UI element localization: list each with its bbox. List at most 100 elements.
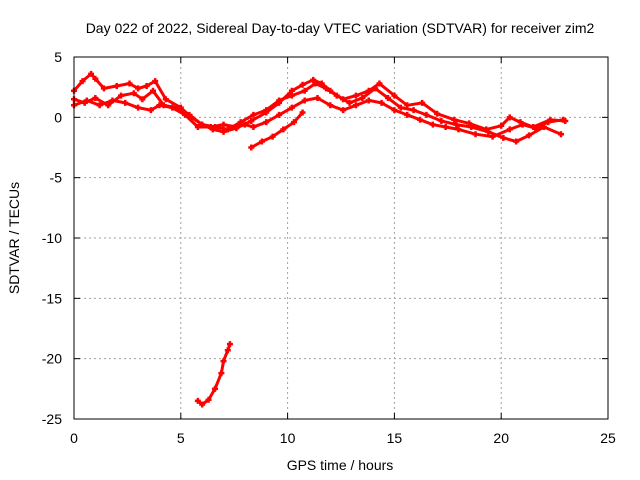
data-point <box>224 126 231 133</box>
data-point <box>250 123 257 130</box>
data-point <box>333 92 340 99</box>
data-point <box>489 133 496 140</box>
chart-title: Day 022 of 2022, Sidereal Day-to-day VTE… <box>86 20 595 36</box>
data-point <box>263 119 270 126</box>
data-point <box>365 97 372 104</box>
data-point <box>519 121 526 128</box>
data-point <box>442 123 449 130</box>
data-point <box>224 347 231 354</box>
data-point <box>310 76 317 83</box>
data-point <box>218 370 225 377</box>
data-point <box>340 107 347 114</box>
y-tick-label: 0 <box>54 109 62 125</box>
data-point <box>485 128 492 135</box>
data-point <box>417 116 424 123</box>
data-point <box>220 358 227 365</box>
data-point <box>301 97 308 104</box>
data-point <box>126 80 133 87</box>
x-tick-label: 15 <box>387 430 403 446</box>
data-point <box>299 109 306 116</box>
data-point <box>391 92 398 99</box>
y-tick-label: 5 <box>54 49 62 65</box>
data-point <box>276 97 283 104</box>
data-point <box>558 131 565 138</box>
data-point <box>376 80 383 87</box>
data-point <box>147 107 154 114</box>
data-point <box>372 85 379 92</box>
data-point <box>79 78 86 85</box>
data-point <box>560 116 567 123</box>
data-point <box>453 121 460 128</box>
data-point <box>404 111 411 118</box>
data-point <box>500 134 507 141</box>
x-tick-label: 25 <box>600 430 616 446</box>
data-point <box>211 385 218 392</box>
data-point <box>269 133 276 140</box>
data-point <box>199 401 206 408</box>
y-tick-label: -5 <box>50 170 63 186</box>
data-point <box>423 111 430 118</box>
x-axis-ticks: 0 5 10 15 20 25 <box>70 57 616 446</box>
data-point <box>113 82 120 89</box>
data-point <box>451 116 458 123</box>
data-point <box>397 104 404 111</box>
data-point <box>404 102 411 109</box>
data-point <box>498 122 505 129</box>
data-point <box>117 92 124 99</box>
data-point <box>434 110 441 117</box>
data-point <box>135 85 142 92</box>
data-point <box>241 121 248 128</box>
data-point <box>352 102 359 109</box>
data-point <box>359 95 366 102</box>
y-tick-label: -20 <box>42 351 62 367</box>
data-point <box>233 123 240 130</box>
data-point <box>248 117 255 124</box>
data-point <box>513 138 520 145</box>
data-point <box>220 121 227 128</box>
data-point <box>109 97 116 104</box>
x-tick-label: 5 <box>177 430 185 446</box>
data-point <box>205 396 212 403</box>
data-point <box>263 107 270 114</box>
x-tick-label: 20 <box>493 430 509 446</box>
data-point <box>143 82 150 89</box>
data-point <box>162 96 169 103</box>
x-axis-label: GPS time / hours <box>287 457 394 473</box>
data-point <box>194 397 201 404</box>
data-point <box>378 99 385 106</box>
data-point <box>468 123 475 130</box>
data-point <box>312 80 319 87</box>
data-point <box>248 144 255 151</box>
y-tick-label: -25 <box>42 411 62 427</box>
y-axis-ticks: 5 0 -5 -10 -15 -20 -25 <box>42 49 608 427</box>
data-point <box>455 126 462 133</box>
data-point <box>429 121 436 128</box>
data-point <box>139 96 146 103</box>
data-point <box>532 125 539 132</box>
data-point <box>100 85 107 92</box>
data-point <box>346 99 353 106</box>
data-point <box>258 138 265 145</box>
data-point <box>327 102 334 109</box>
x-tick-label: 0 <box>70 430 78 446</box>
data-point <box>301 87 308 94</box>
data-point <box>96 102 103 109</box>
data-point <box>391 107 398 114</box>
data-point <box>169 104 176 111</box>
data-point <box>288 104 295 111</box>
data-point <box>88 70 95 77</box>
data-point <box>250 111 257 118</box>
data-point <box>194 123 201 130</box>
grid-lines <box>74 57 608 419</box>
data-point <box>506 114 513 121</box>
data-point <box>150 87 157 94</box>
y-axis-label: SDTVAR / TECUs <box>6 182 22 294</box>
data-point <box>280 126 287 133</box>
data-point <box>384 95 391 102</box>
data-point <box>92 75 99 82</box>
y-tick-label: -10 <box>42 230 62 246</box>
data-point <box>545 119 552 126</box>
data-point <box>410 107 417 114</box>
data-point <box>156 102 163 109</box>
